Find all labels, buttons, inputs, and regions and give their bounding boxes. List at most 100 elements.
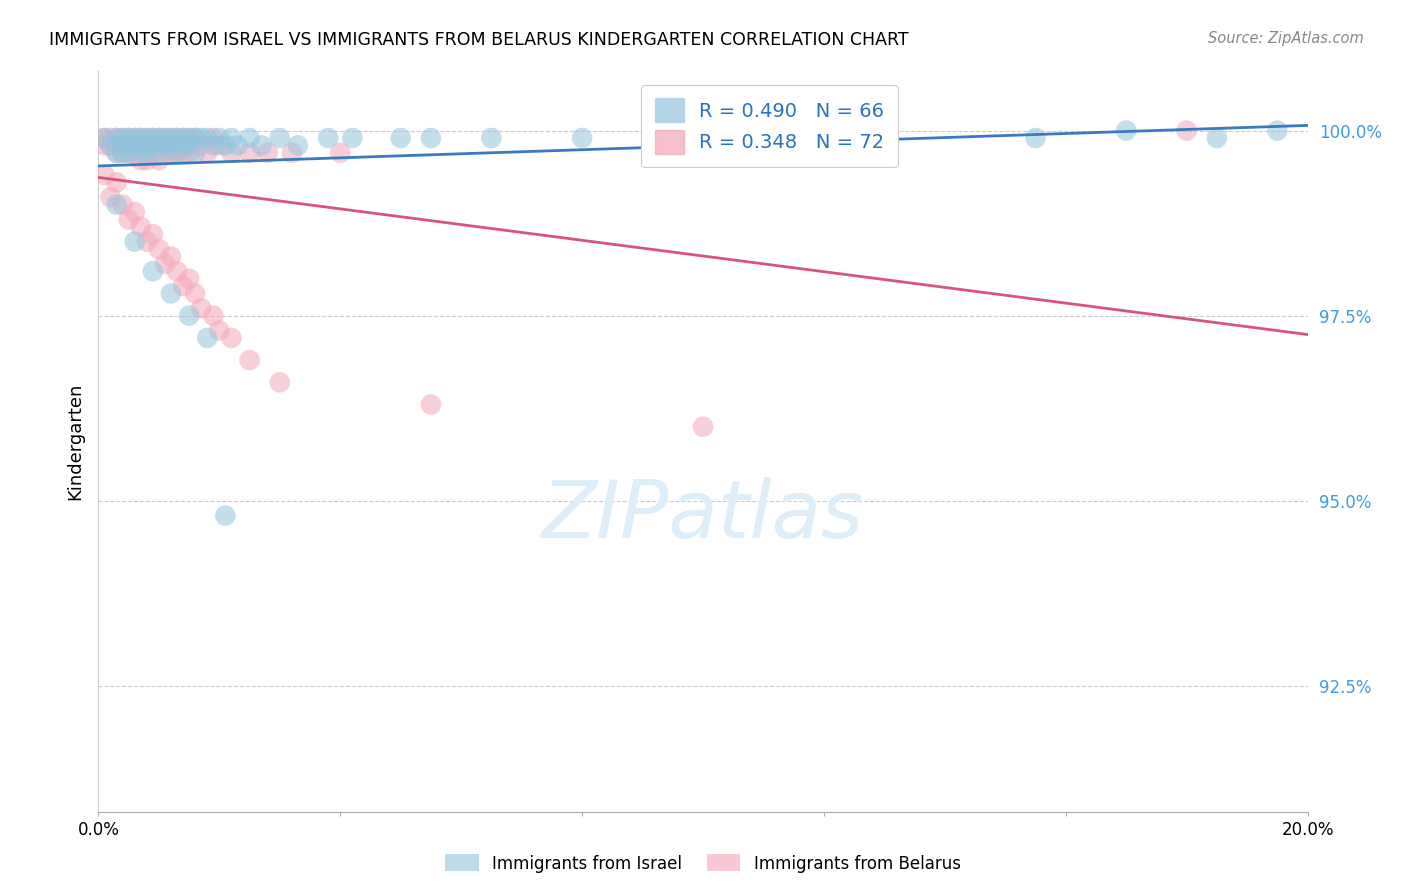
Point [93, 131, 115, 145]
Legend: Immigrants from Israel, Immigrants from Belarus: Immigrants from Israel, Immigrants from … [439, 847, 967, 880]
Point [118, 145, 141, 160]
Point [105, 176, 128, 190]
Point [105, 197, 128, 211]
Point [420, 131, 443, 145]
Point [124, 131, 146, 145]
Point [269, 376, 291, 390]
Point [160, 138, 183, 153]
Point [202, 138, 225, 153]
Point [153, 145, 176, 160]
Point [129, 145, 152, 160]
Point [153, 131, 176, 145]
Point [571, 131, 593, 145]
Point [329, 145, 352, 160]
Point [166, 131, 188, 145]
Point [661, 131, 683, 145]
Point [124, 138, 146, 153]
Point [172, 131, 194, 145]
Point [135, 131, 157, 145]
Point [124, 131, 146, 145]
Point [195, 145, 218, 160]
Point [179, 309, 201, 323]
Point [111, 197, 134, 211]
Point [256, 145, 278, 160]
Point [1206, 131, 1229, 145]
Text: IMMIGRANTS FROM ISRAEL VS IMMIGRANTS FROM BELARUS KINDERGARTEN CORRELATION CHART: IMMIGRANTS FROM ISRAEL VS IMMIGRANTS FRO… [49, 31, 908, 49]
Point [135, 131, 157, 145]
Point [172, 131, 194, 145]
Point [316, 131, 339, 145]
Point [179, 145, 201, 160]
Point [118, 145, 141, 160]
Point [166, 264, 188, 278]
Point [118, 131, 141, 145]
Point [190, 138, 212, 153]
Point [129, 131, 152, 145]
Point [129, 138, 152, 153]
Point [179, 271, 201, 285]
Text: ZIPatlas: ZIPatlas [541, 476, 865, 555]
Point [111, 131, 134, 145]
Point [142, 227, 165, 242]
Point [153, 138, 176, 153]
Point [148, 131, 170, 145]
Point [281, 145, 304, 160]
Point [1267, 123, 1289, 137]
Point [105, 138, 128, 153]
Point [118, 212, 141, 227]
Point [135, 153, 157, 168]
Point [129, 219, 152, 234]
Point [160, 131, 183, 145]
Point [148, 145, 170, 160]
Point [135, 235, 157, 249]
Point [100, 190, 122, 204]
Point [100, 138, 122, 153]
Point [179, 131, 201, 145]
Point [239, 353, 262, 368]
Point [111, 138, 134, 153]
Point [111, 145, 134, 160]
Point [142, 131, 165, 145]
Point [250, 138, 273, 153]
Point [184, 131, 207, 145]
Point [214, 138, 236, 153]
Point [195, 131, 218, 145]
Point [105, 145, 128, 160]
Point [1115, 123, 1137, 137]
Point [160, 250, 183, 264]
Point [221, 131, 243, 145]
Point [135, 145, 157, 160]
Point [124, 145, 146, 160]
Point [148, 138, 170, 153]
Point [160, 145, 183, 160]
Point [105, 131, 128, 145]
Point [1024, 131, 1046, 145]
Point [239, 145, 262, 160]
Point [208, 324, 231, 338]
Legend: R = 0.490   N = 66, R = 0.348   N = 72: R = 0.490 N = 66, R = 0.348 N = 72 [641, 85, 898, 167]
Point [190, 301, 212, 316]
Point [208, 138, 231, 153]
Point [420, 398, 443, 412]
Point [190, 131, 212, 145]
Point [142, 145, 165, 160]
Point [93, 168, 115, 182]
Point [148, 242, 170, 256]
Point [129, 138, 152, 153]
Point [135, 138, 157, 153]
Point [153, 131, 176, 145]
Point [481, 131, 503, 145]
Point [105, 131, 128, 145]
Point [214, 508, 236, 523]
Point [160, 286, 183, 301]
Point [202, 309, 225, 323]
Point [111, 138, 134, 153]
Point [111, 145, 134, 160]
Point [172, 279, 194, 293]
Point [100, 138, 122, 153]
Point [184, 286, 207, 301]
Point [118, 138, 141, 153]
Point [184, 131, 207, 145]
Point [239, 131, 262, 145]
Point [873, 123, 896, 137]
